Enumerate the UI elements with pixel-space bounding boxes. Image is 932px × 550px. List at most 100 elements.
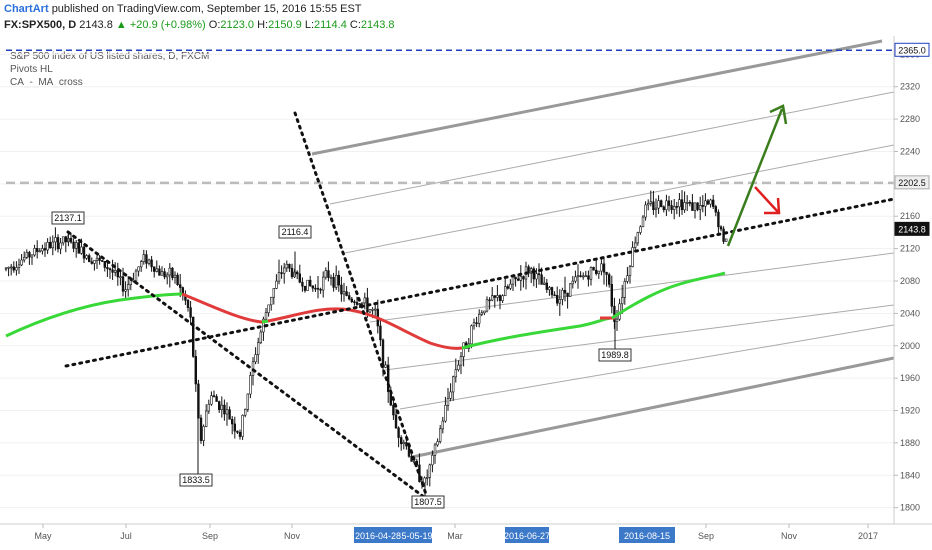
candles bbox=[4, 190, 728, 502]
candle-body bbox=[542, 282, 546, 285]
candle-body bbox=[683, 202, 686, 211]
candle-body bbox=[680, 199, 684, 211]
legend-pivots[interactable]: Pivots HL bbox=[10, 64, 53, 75]
regression-channel bbox=[311, 39, 895, 459]
candle-body bbox=[33, 248, 36, 256]
candle-body bbox=[724, 238, 728, 242]
candle-body bbox=[288, 263, 291, 269]
pivot-label: 2116.4 bbox=[282, 227, 309, 237]
symbol-label[interactable]: FX:SPX500, D bbox=[4, 19, 77, 31]
candle-body bbox=[696, 202, 699, 210]
legend-ma-cross[interactable]: CA_-_MA_cross bbox=[10, 77, 83, 88]
date-badge-label: 2016-04-28 bbox=[355, 531, 401, 541]
date-badge-label: 2016-06-27 bbox=[504, 531, 550, 541]
candle-body bbox=[197, 383, 200, 419]
candle-body bbox=[397, 427, 400, 438]
candle-body bbox=[371, 309, 374, 311]
date-badge bbox=[619, 527, 675, 543]
candle-body bbox=[142, 254, 145, 262]
candle-body bbox=[147, 259, 151, 264]
candle-body bbox=[35, 248, 39, 252]
candle-body bbox=[332, 276, 335, 288]
legend-title[interactable]: S&P 500 index of US listed shares, D, FX… bbox=[10, 51, 210, 62]
y-tick-label: 1960 bbox=[900, 373, 920, 383]
candle-body bbox=[199, 417, 203, 441]
candle-body bbox=[124, 289, 127, 292]
y-tick-label: 2080 bbox=[900, 276, 920, 286]
candle-body bbox=[628, 266, 632, 277]
candle-body bbox=[501, 295, 504, 301]
candle-body bbox=[30, 254, 34, 258]
candle-body bbox=[51, 241, 55, 249]
candle-body bbox=[22, 257, 26, 261]
candle-body bbox=[210, 395, 213, 405]
channel-inner-line bbox=[369, 252, 895, 323]
candle-body bbox=[69, 238, 73, 243]
candle-body bbox=[672, 206, 676, 210]
candle-body bbox=[145, 254, 148, 264]
y-tick-label: 2120 bbox=[900, 244, 920, 254]
candle-body bbox=[384, 364, 387, 368]
candle-body bbox=[160, 271, 164, 276]
candle-body bbox=[150, 259, 153, 268]
close-value: 2143.8 bbox=[79, 19, 113, 31]
date-badge bbox=[402, 527, 432, 543]
candle-body bbox=[311, 285, 314, 289]
candle-body bbox=[444, 405, 447, 422]
candle-body bbox=[503, 286, 507, 297]
candle-body bbox=[301, 281, 304, 287]
candle-body bbox=[215, 396, 218, 402]
candle-body bbox=[576, 275, 580, 278]
date-badge-label: 2016-08-15 bbox=[624, 531, 670, 541]
pivot-label: 1807.5 bbox=[414, 497, 442, 507]
candle-body bbox=[340, 284, 343, 295]
candle-body bbox=[659, 200, 663, 208]
candle-body bbox=[20, 259, 23, 266]
x-tick-label: 2017 bbox=[858, 531, 878, 541]
candle-body bbox=[620, 297, 624, 305]
candle-body bbox=[295, 271, 299, 275]
brand-link[interactable]: ChartArt bbox=[4, 3, 49, 15]
candle-body bbox=[308, 279, 312, 287]
candle-body bbox=[636, 232, 640, 244]
candle-body bbox=[17, 264, 21, 268]
candle-body bbox=[581, 275, 585, 278]
candle-body bbox=[477, 313, 481, 324]
candle-body bbox=[38, 250, 42, 253]
candle-body bbox=[485, 299, 489, 312]
candle-body bbox=[558, 299, 562, 304]
candle-body bbox=[394, 414, 398, 429]
candle-body bbox=[368, 309, 372, 313]
candle-body bbox=[714, 206, 718, 213]
candle-body bbox=[355, 302, 359, 305]
c-value: 2143.8 bbox=[360, 19, 395, 31]
candle-body bbox=[449, 391, 452, 399]
channel-inner-line bbox=[399, 324, 895, 410]
candle-body bbox=[540, 274, 543, 285]
bearish-arrowhead bbox=[764, 197, 781, 215]
candle-body bbox=[441, 420, 444, 430]
candle-body bbox=[722, 228, 725, 242]
y-tick-label: 1920 bbox=[900, 406, 920, 416]
candle-body bbox=[10, 266, 13, 269]
pivot-label-box bbox=[179, 473, 213, 487]
change-value: ▲ +20.9 (+0.98%) bbox=[115, 19, 206, 31]
candle-body bbox=[701, 205, 705, 207]
y-tick-label: 1880 bbox=[900, 438, 920, 448]
candle-body bbox=[566, 292, 569, 297]
open-value: 2123.0 bbox=[220, 19, 255, 31]
candle-body bbox=[90, 261, 94, 264]
y-tick-label: 2160 bbox=[900, 211, 920, 221]
candle-body bbox=[205, 410, 208, 427]
candle-body bbox=[275, 280, 278, 289]
candle-body bbox=[561, 289, 564, 300]
candle-body bbox=[241, 414, 244, 437]
candle-body bbox=[431, 454, 434, 466]
candle-body bbox=[631, 247, 634, 267]
candle-body bbox=[678, 199, 681, 208]
candle-body bbox=[657, 200, 660, 209]
date-badge bbox=[354, 527, 402, 543]
high-label: H: bbox=[257, 19, 269, 31]
publish-info: published on TradingView.com, September … bbox=[51, 3, 362, 15]
